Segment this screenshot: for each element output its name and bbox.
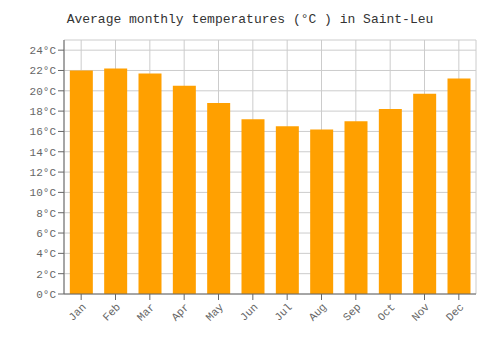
svg-text:Apr: Apr <box>169 301 191 323</box>
svg-text:Nov: Nov <box>410 301 433 324</box>
svg-text:22°C: 22°C <box>30 65 57 77</box>
svg-text:Jun: Jun <box>238 301 260 323</box>
svg-text:2°C: 2°C <box>36 269 56 281</box>
svg-text:Jul: Jul <box>272 301 294 323</box>
svg-text:14°C: 14°C <box>30 147 57 159</box>
svg-text:May: May <box>204 301 227 324</box>
svg-text:20°C: 20°C <box>30 86 57 98</box>
svg-text:Oct: Oct <box>375 301 397 323</box>
svg-text:24°C: 24°C <box>30 45 57 57</box>
svg-text:Mar: Mar <box>135 301 157 323</box>
svg-text:16°C: 16°C <box>30 126 57 138</box>
svg-text:Aug: Aug <box>307 301 329 323</box>
svg-text:Dec: Dec <box>444 301 466 323</box>
svg-text:12°C: 12°C <box>30 167 57 179</box>
svg-text:4°C: 4°C <box>36 248 56 260</box>
svg-text:0°C: 0°C <box>36 289 56 301</box>
svg-text:6°C: 6°C <box>36 228 56 240</box>
svg-text:8°C: 8°C <box>36 208 56 220</box>
svg-text:Sep: Sep <box>341 301 363 323</box>
svg-text:10°C: 10°C <box>30 187 57 199</box>
html-text:Average monthly temperatures (: Average monthly temperatures (°C ) in Sa… <box>66 12 434 27</box>
svg-text:18°C: 18°C <box>30 106 57 118</box>
svg-text:Feb: Feb <box>101 301 123 323</box>
svg-text:Jan: Jan <box>66 301 88 323</box>
